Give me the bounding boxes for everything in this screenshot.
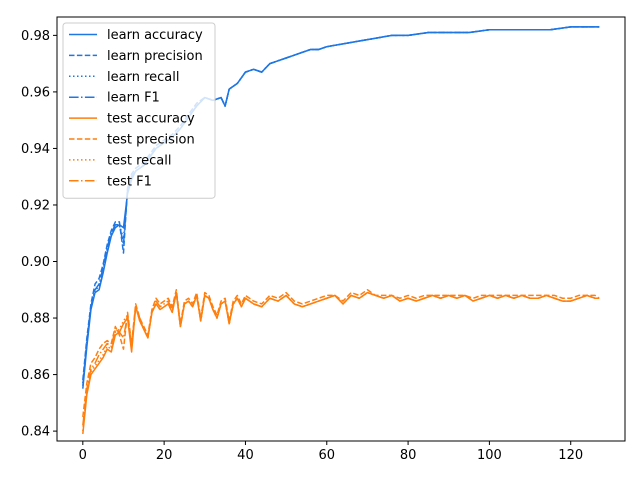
y-axis: 0.84 0.86 0.88 0.90 0.92 0.94 0.96 0.98 [21,29,57,440]
legend-label-test-f1: test F1 [107,174,152,189]
legend-label-test-accuracy: test accuracy [107,112,195,127]
series-line-test-f1 [82,291,600,426]
y-tick-label: 0.88 [21,312,50,327]
x-tick-label: 120 [558,448,583,463]
x-tick-label: 20 [156,448,173,463]
legend-label-test-recall: test recall [107,153,172,168]
series-layer [82,26,600,435]
legend-label-learn-precision: learn precision [107,49,203,64]
legend: learn accuracy learn precision learn recal… [62,22,216,199]
x-tick-label: 100 [477,448,502,463]
x-tick-label: 60 [318,448,335,463]
legend-label-test-precision: test precision [107,133,195,148]
y-tick-label: 0.94 [21,142,50,157]
x-tick-label: 0 [79,448,87,463]
legend-label-learn-recall: learn recall [107,70,179,85]
series-line-learn-f1 [82,26,600,386]
y-tick-label: 0.96 [21,85,50,100]
y-tick-label: 0.86 [21,368,50,383]
axes-frame [56,16,626,442]
x-axis: 0 20 40 60 80 100 120 [79,441,583,463]
series-line-test-recall [82,291,600,432]
legend-label-learn-accuracy: learn accuracy [107,28,203,43]
y-tick-label: 0.92 [21,198,50,213]
legend-frame [62,22,216,199]
y-tick-label: 0.90 [21,255,50,270]
legend-label-learn-f1: learn F1 [107,91,160,106]
x-tick-label: 40 [237,448,254,463]
y-tick-label: 0.98 [21,29,50,44]
x-tick-label: 80 [400,448,417,463]
y-tick-label: 0.84 [21,425,50,440]
